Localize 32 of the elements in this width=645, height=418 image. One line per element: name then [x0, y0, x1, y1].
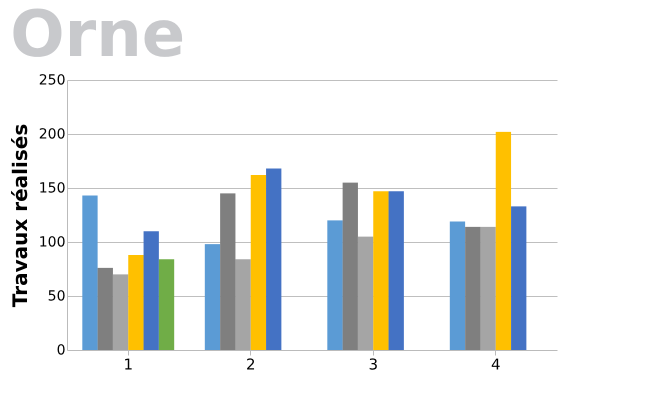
bar: [220, 193, 236, 350]
y-tick-label: 100: [38, 234, 66, 250]
y-tick-label: 200: [38, 126, 66, 142]
bar: [373, 191, 389, 350]
bar: [235, 259, 251, 350]
bar: [496, 132, 512, 350]
y-tick-label: 50: [48, 288, 66, 304]
bar: [480, 226, 496, 350]
bar: [98, 268, 113, 350]
y-axis-title: Travaux réalisés: [8, 124, 32, 308]
bar: [144, 231, 159, 350]
x-tick-label: 1: [123, 356, 134, 374]
bar: [342, 182, 358, 350]
x-tick-label: 4: [490, 356, 501, 374]
bar: [465, 226, 480, 350]
bar: [327, 220, 343, 350]
bar: [450, 221, 466, 350]
bar: [128, 254, 144, 350]
bar: [82, 196, 98, 350]
bar: [511, 206, 526, 350]
bar: [158, 259, 174, 350]
y-tick-label: 250: [38, 72, 66, 88]
bar: [388, 191, 404, 350]
y-tick-label: 0: [56, 342, 66, 358]
x-tick-label: 3: [368, 356, 378, 374]
bar: [250, 175, 266, 350]
bar: [358, 236, 374, 350]
bar: [112, 274, 128, 350]
x-tick-label: 2: [246, 356, 256, 374]
bar: [266, 168, 282, 350]
bar: [204, 244, 220, 350]
y-tick-label: 150: [38, 180, 66, 196]
